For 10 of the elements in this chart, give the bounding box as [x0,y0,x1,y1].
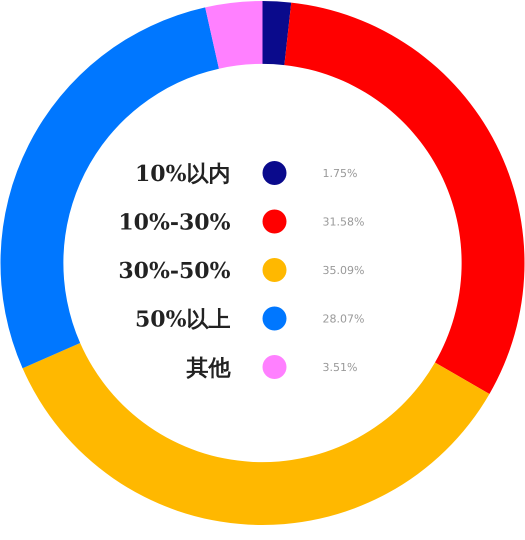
legend-label: 10%-30% [118,210,231,236]
legend-label: 其他 [186,355,232,381]
legend-label: 10%以内 [134,161,230,187]
data-label: 31.58% [322,216,364,228]
data-label: 1.75% [322,167,358,180]
legend-label: 50%以上 [134,306,230,332]
data-label: 3.51% [322,361,358,374]
data-label: 35.09% [322,264,364,277]
data-label: 28.07% [322,312,364,326]
legend-label: 30%-50% [118,258,231,284]
